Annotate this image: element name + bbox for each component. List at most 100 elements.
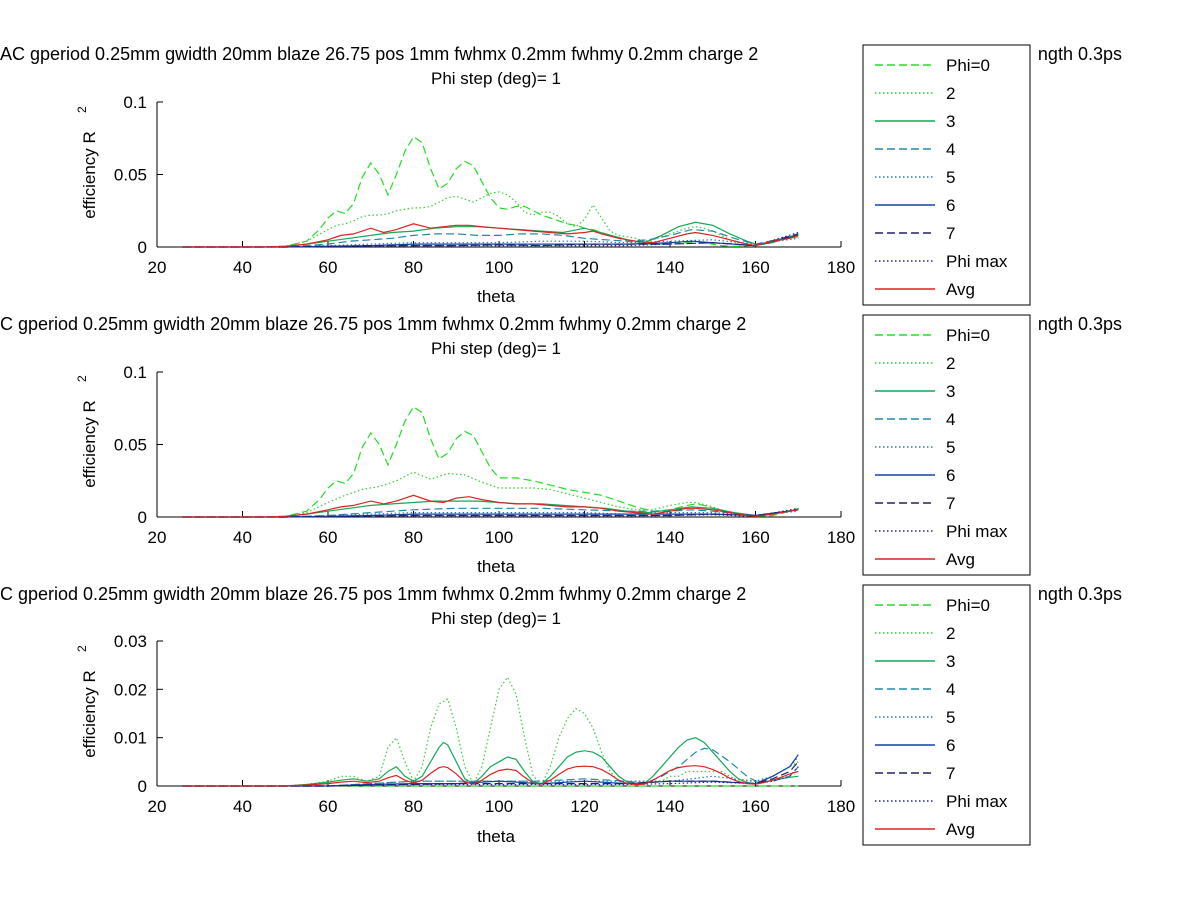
series-line-2 xyxy=(182,191,799,248)
legend-entry: 7 xyxy=(875,764,955,783)
legend-label: 5 xyxy=(946,168,955,187)
legend-label: Phi=0 xyxy=(946,326,990,345)
legend-label: 2 xyxy=(946,84,955,103)
legend-label: 4 xyxy=(946,680,955,699)
series-line-5 xyxy=(182,237,799,248)
x-tick-label: 140 xyxy=(656,528,684,547)
y-tick-label: 0.01 xyxy=(114,729,147,748)
legend-label: Avg xyxy=(946,280,975,299)
legend-entry: Phi=0 xyxy=(875,326,990,345)
legend-label: Phi max xyxy=(946,792,1008,811)
legend-label: Avg xyxy=(946,550,975,569)
x-tick-label: 120 xyxy=(570,528,598,547)
y-axis-label-group: efficiency R 2 xyxy=(75,645,99,758)
y-axis-label: efficiency R xyxy=(80,670,99,758)
legend-entry: 4 xyxy=(875,680,955,699)
series-line-7 xyxy=(182,233,799,248)
legend-entry: 3 xyxy=(875,112,955,131)
y-axis-label-group: efficiency R 2 xyxy=(75,375,99,488)
series-lines xyxy=(182,135,799,248)
panels: AC gperiod 0.25mm gwidth 20mm blaze 26.7… xyxy=(0,44,1122,846)
legend-entry: 2 xyxy=(875,354,955,373)
chart-panel-2: C gperiod 0.25mm gwidth 20mm blaze 26.75… xyxy=(0,314,1122,576)
series-line-4 xyxy=(182,507,799,518)
legend-label: 4 xyxy=(946,410,955,429)
legend: Phi=0 2 3 4 5 6 7 Phi max Avg xyxy=(862,314,1031,576)
y-axis-label-group: efficiency R 2 xyxy=(75,106,99,219)
legend-entry: Phi=0 xyxy=(875,56,990,75)
legend-label: Phi max xyxy=(946,252,1008,271)
legend-entry: 6 xyxy=(875,466,955,485)
y-tick-label: 0.02 xyxy=(114,680,147,699)
y-axis-label: efficiency R xyxy=(80,131,99,219)
x-tick-label: 20 xyxy=(148,528,167,547)
legend-label: 3 xyxy=(946,112,955,131)
legend-entry: Avg xyxy=(875,280,975,299)
x-tick-label: 160 xyxy=(741,528,769,547)
legend-entry: 2 xyxy=(875,624,955,643)
x-tick-label: 100 xyxy=(485,797,513,816)
series-line-avg xyxy=(182,765,799,787)
chart-subtitle: Phi step (deg)= 1 xyxy=(431,339,561,358)
y-tick-label: 0 xyxy=(138,777,147,796)
legend-label: 5 xyxy=(946,438,955,457)
x-tick-label: 160 xyxy=(741,797,769,816)
series-line-3 xyxy=(182,737,799,787)
legend-entry: 5 xyxy=(875,168,955,187)
legend-box xyxy=(862,314,1031,576)
x-tick-label: 100 xyxy=(485,258,513,277)
x-axis-label: theta xyxy=(477,557,515,576)
legend-entry: 7 xyxy=(875,224,955,243)
series-line-5 xyxy=(182,756,799,787)
legend-entry: 3 xyxy=(875,382,955,401)
legend-label: 6 xyxy=(946,196,955,215)
legend-entry: 3 xyxy=(875,652,955,671)
y-tick-label: 0 xyxy=(138,238,147,257)
series-line-avg xyxy=(182,494,799,518)
chart-title: C gperiod 0.25mm gwidth 20mm blaze 26.75… xyxy=(0,314,746,334)
y-axis-label-superscript: 2 xyxy=(75,375,89,382)
legend-entry: Phi max xyxy=(875,792,1008,811)
series-line-phi-0 xyxy=(182,405,799,518)
series-line-phi-max xyxy=(182,231,799,248)
y-axis-label: efficiency R xyxy=(80,400,99,488)
x-axis-label: theta xyxy=(477,287,515,306)
x-tick-label: 160 xyxy=(741,258,769,277)
x-axis-label: theta xyxy=(477,827,515,846)
y-tick-label: 0.1 xyxy=(123,93,147,112)
legend-entry: 4 xyxy=(875,140,955,159)
series-line-6 xyxy=(182,754,799,787)
legend-entry: Phi max xyxy=(875,522,1008,541)
legend: Phi=0 2 3 4 5 6 7 Phi max Avg xyxy=(862,584,1031,846)
series-line-avg xyxy=(182,223,799,248)
legend-label: Phi max xyxy=(946,522,1008,541)
legend-label: Phi=0 xyxy=(946,596,990,615)
chart-title: C gperiod 0.25mm gwidth 20mm blaze 26.75… xyxy=(0,584,746,604)
x-tick-label: 60 xyxy=(319,528,338,547)
series-line-4 xyxy=(182,228,799,248)
x-tick-label: 120 xyxy=(570,258,598,277)
chart-title: AC gperiod 0.25mm gwidth 20mm blaze 26.7… xyxy=(0,44,758,64)
legend-label: 6 xyxy=(946,736,955,755)
x-tick-label: 180 xyxy=(827,258,855,277)
x-tick-label: 40 xyxy=(233,258,252,277)
series-line-5 xyxy=(182,510,799,518)
y-axis-label-superscript: 2 xyxy=(75,106,89,113)
series-line-7 xyxy=(182,509,799,518)
legend-label: 4 xyxy=(946,140,955,159)
series-line-7 xyxy=(182,761,799,787)
legend-entry: Phi=0 xyxy=(875,596,990,615)
x-tick-label: 80 xyxy=(404,797,423,816)
x-tick-label: 140 xyxy=(656,258,684,277)
legend: Phi=0 2 3 4 5 6 7 Phi max Avg xyxy=(862,44,1031,306)
x-tick-label: 60 xyxy=(319,797,338,816)
x-tick-label: 20 xyxy=(148,797,167,816)
legend-entry: 5 xyxy=(875,708,955,727)
legend-label: 6 xyxy=(946,466,955,485)
y-axis-label-superscript: 2 xyxy=(75,645,89,652)
chart-title-tail: ngth 0.3ps xyxy=(1038,44,1122,64)
x-tick-label: 180 xyxy=(827,528,855,547)
legend-entry: 6 xyxy=(875,736,955,755)
chart-panel-1: AC gperiod 0.25mm gwidth 20mm blaze 26.7… xyxy=(0,44,1122,306)
chart-title-tail: ngth 0.3ps xyxy=(1038,314,1122,334)
